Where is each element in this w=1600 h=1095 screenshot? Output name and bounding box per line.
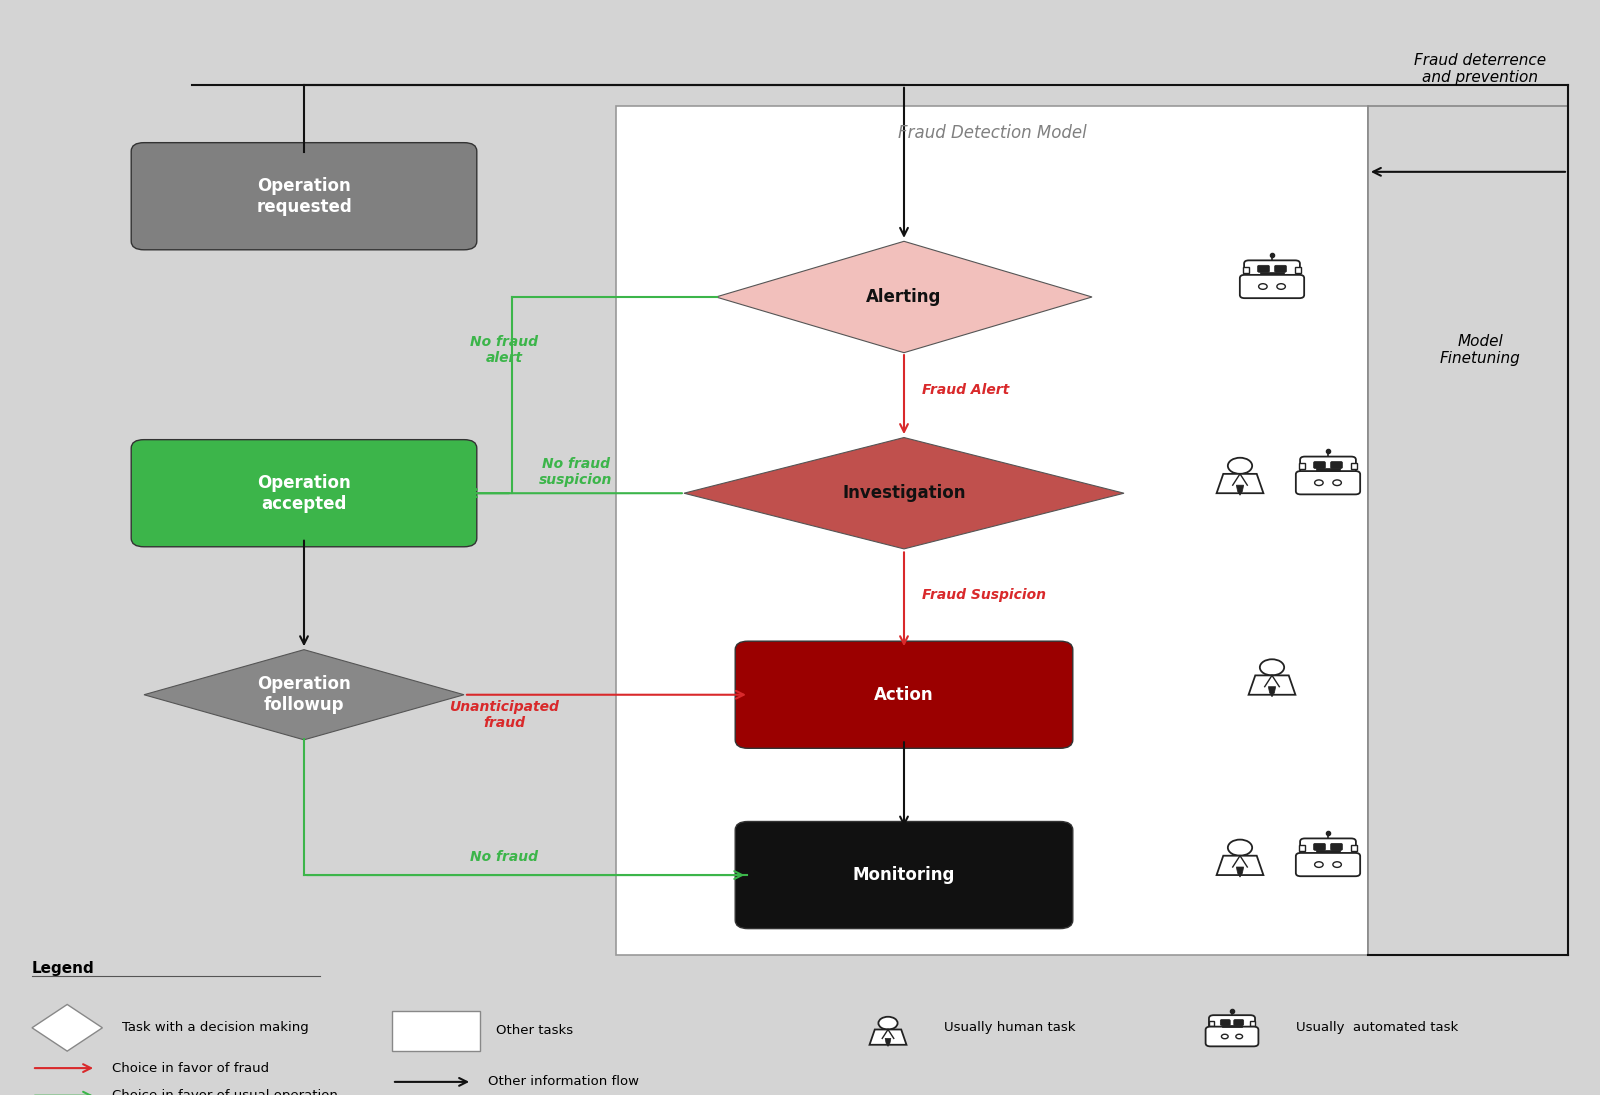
FancyBboxPatch shape <box>1331 843 1342 851</box>
Polygon shape <box>683 438 1123 549</box>
Polygon shape <box>1216 855 1264 875</box>
Circle shape <box>1235 1035 1243 1039</box>
FancyBboxPatch shape <box>1275 265 1286 273</box>
Text: Fraud Alert: Fraud Alert <box>922 383 1010 397</box>
Text: Operation
requested: Operation requested <box>256 176 352 216</box>
FancyBboxPatch shape <box>1350 845 1357 851</box>
Text: Investigation: Investigation <box>842 484 966 503</box>
Polygon shape <box>869 1029 907 1045</box>
FancyBboxPatch shape <box>1296 471 1360 494</box>
Polygon shape <box>1216 474 1264 493</box>
Text: Operation
accepted: Operation accepted <box>258 474 350 512</box>
Circle shape <box>1227 840 1253 855</box>
FancyBboxPatch shape <box>1299 845 1306 851</box>
FancyBboxPatch shape <box>1243 267 1250 273</box>
Polygon shape <box>1248 676 1296 694</box>
Circle shape <box>1277 284 1285 289</box>
Text: No fraud
suspicion: No fraud suspicion <box>539 457 613 487</box>
Text: Task with a decision making: Task with a decision making <box>122 1022 309 1035</box>
Text: Choice in favor of fraud: Choice in favor of fraud <box>112 1061 269 1074</box>
Text: Action: Action <box>874 685 934 704</box>
FancyBboxPatch shape <box>734 642 1072 748</box>
FancyBboxPatch shape <box>1240 275 1304 298</box>
FancyBboxPatch shape <box>1301 457 1355 474</box>
Polygon shape <box>1237 485 1243 495</box>
FancyBboxPatch shape <box>616 106 1368 955</box>
Circle shape <box>1333 862 1341 867</box>
FancyBboxPatch shape <box>1368 106 1568 955</box>
Circle shape <box>1221 1035 1229 1039</box>
Text: Fraud Suspicion: Fraud Suspicion <box>922 588 1046 602</box>
Circle shape <box>1315 480 1323 485</box>
Circle shape <box>1259 284 1267 289</box>
FancyBboxPatch shape <box>1206 1027 1259 1047</box>
FancyBboxPatch shape <box>392 1011 480 1051</box>
Text: No fraud: No fraud <box>470 851 538 864</box>
FancyBboxPatch shape <box>1210 1021 1214 1026</box>
FancyBboxPatch shape <box>1314 843 1325 851</box>
FancyBboxPatch shape <box>1350 463 1357 469</box>
Text: Fraud deterrence
and prevention: Fraud deterrence and prevention <box>1414 53 1546 85</box>
Circle shape <box>1259 659 1285 676</box>
Text: No fraud
alert: No fraud alert <box>470 335 538 365</box>
Polygon shape <box>32 1004 102 1051</box>
Text: Usually human task: Usually human task <box>944 1022 1075 1035</box>
Text: Operation
followup: Operation followup <box>258 676 350 714</box>
FancyBboxPatch shape <box>1299 463 1306 469</box>
FancyBboxPatch shape <box>1315 469 1341 471</box>
Text: Alerting: Alerting <box>866 288 942 306</box>
FancyBboxPatch shape <box>1258 265 1269 273</box>
FancyBboxPatch shape <box>1234 1019 1243 1025</box>
FancyBboxPatch shape <box>1296 853 1360 876</box>
Text: Model
Finetuning: Model Finetuning <box>1440 334 1520 366</box>
FancyBboxPatch shape <box>734 821 1072 929</box>
FancyBboxPatch shape <box>1221 1019 1230 1025</box>
FancyBboxPatch shape <box>1259 272 1285 275</box>
FancyBboxPatch shape <box>1294 267 1301 273</box>
Text: Other tasks: Other tasks <box>496 1025 573 1037</box>
Polygon shape <box>1269 687 1275 696</box>
Text: Legend: Legend <box>32 960 94 976</box>
Circle shape <box>1227 458 1253 474</box>
FancyBboxPatch shape <box>1314 461 1325 469</box>
Text: Unanticipated
fraud: Unanticipated fraud <box>450 700 558 730</box>
Text: Fraud Detection Model: Fraud Detection Model <box>898 124 1086 141</box>
FancyBboxPatch shape <box>1210 1015 1254 1030</box>
Text: Usually  automated task: Usually automated task <box>1296 1022 1458 1035</box>
FancyBboxPatch shape <box>131 440 477 546</box>
Polygon shape <box>1237 867 1243 877</box>
FancyBboxPatch shape <box>1222 1025 1242 1027</box>
Circle shape <box>1333 480 1341 485</box>
Circle shape <box>878 1017 898 1029</box>
Text: Choice in favor of usual operation: Choice in favor of usual operation <box>112 1090 338 1095</box>
Text: Other information flow: Other information flow <box>488 1075 638 1088</box>
FancyBboxPatch shape <box>1245 261 1299 278</box>
Polygon shape <box>144 649 464 740</box>
FancyBboxPatch shape <box>131 142 477 250</box>
FancyBboxPatch shape <box>1250 1021 1254 1026</box>
Circle shape <box>1315 862 1323 867</box>
FancyBboxPatch shape <box>1331 461 1342 469</box>
Polygon shape <box>885 1038 891 1047</box>
Text: Monitoring: Monitoring <box>853 866 955 884</box>
Polygon shape <box>715 241 1091 353</box>
FancyBboxPatch shape <box>1315 850 1341 853</box>
FancyBboxPatch shape <box>1301 839 1355 856</box>
